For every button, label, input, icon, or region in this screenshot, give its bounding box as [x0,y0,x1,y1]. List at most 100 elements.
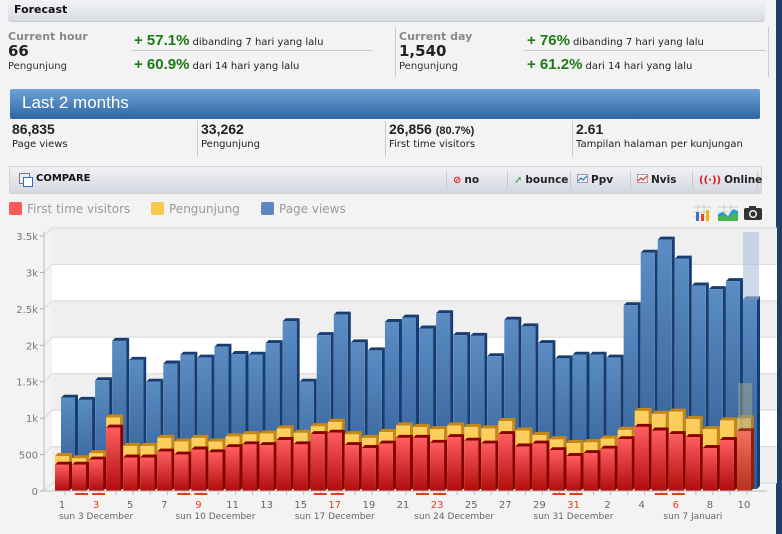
bar-first-time-top [89,456,107,460]
area-chart-icon[interactable] [718,204,738,221]
bar-first-time-side [699,434,703,491]
weekend-marker [433,493,447,495]
bar-page-views-top [384,318,402,322]
compare-button[interactable]: COMPARE [36,173,91,184]
bar-pengunjung-top [310,423,328,427]
bar-first-time-face [702,448,717,491]
toolbar-button-bounce[interactable]: ➚ bounce [507,171,570,189]
bar-first-time-face [447,437,462,491]
bar-pengunjung-side [205,434,209,491]
x-week-label: sun 3 December [59,512,134,522]
bar-pengunjung-top [157,434,175,438]
bar-page-views-top [743,296,760,300]
camera-icon[interactable] [743,204,762,221]
bar-page-views-face [112,340,127,489]
current-hour-label: Current hour [8,30,88,43]
bar-pengunjung-face [702,429,717,491]
bar-pengunjung-face [668,411,683,491]
x-tick-label: 25 [465,500,478,511]
grid-line-diagonal [43,300,53,310]
bar-pengunjung-side [682,408,686,491]
bar-pengunjung-top [737,415,754,419]
bar-first-time-side [478,437,482,491]
bar-pengunjung-side [410,422,413,491]
toolbar-button-ppv[interactable]: Ppv [570,171,627,189]
weekend-marker [416,493,430,495]
bar-pengunjung-face [651,413,666,491]
bar-page-views-top [691,282,709,286]
bar-pengunjung-side [733,417,737,491]
bar-first-time-side [563,447,567,491]
bar-first-time-side [529,443,533,491]
bar-page-views [504,316,522,489]
bar-pengunjung [685,415,703,491]
x-tick-label: 5 [127,500,133,511]
bar-pengunjung-top [600,435,618,439]
bar-pengunjung [361,434,379,491]
bar-page-views-top [316,332,334,336]
compare-icon [19,173,33,187]
bar-page-views [487,353,505,489]
bar-first-time [123,454,141,491]
bar-first-time-face [464,440,479,491]
bar-pengunjung-top [685,415,703,419]
bar-pengunjung-side [103,450,107,491]
bar-page-views [78,396,96,489]
bar-pengunjung-top [549,436,567,440]
bar-pengunjung-side [256,431,260,491]
x-tick-label: 6 [673,500,679,511]
bar-chart-icon[interactable] [693,204,711,221]
bar-page-views-top [589,351,607,355]
bar-page-views-top [572,351,590,355]
y-tick-label: 2k [26,341,38,352]
bar-first-time-face [617,439,632,491]
toolbar-button-no[interactable]: ⊘ no [446,171,501,189]
bar-pengunjung-face [378,431,393,491]
bar-pengunjung [498,418,516,491]
bar-first-time-top [498,431,516,435]
bar-pengunjung [719,417,737,491]
bar-pengunjung-side [375,434,379,491]
legend-first-time-visitors[interactable]: First time visitors [9,202,130,216]
bar-page-views-top [623,302,641,306]
bar-first-time-top [361,445,379,449]
bar-first-time [174,451,192,491]
divider [572,121,573,157]
bar-page-views-top [402,314,419,318]
bar-page-views-top [470,332,488,336]
bar-first-time-top [549,447,567,451]
bar-first-time [327,429,345,491]
bar-pengunjung-face [225,436,240,491]
bar-pengunjung-side [699,415,703,491]
chart-bars [55,232,760,491]
bar-page-views [470,332,488,489]
bar-pengunjung [259,430,277,491]
bar-first-time-face [259,445,274,491]
x-tick-label: 2 [604,500,610,511]
bar-page-views-side [654,249,658,489]
bar-pengunjung-top [89,450,107,454]
x-tick-label: 19 [363,500,376,511]
bar-first-time-face [685,437,700,491]
bar-pengunjung [140,442,158,491]
bar-first-time-top [481,440,499,444]
bar-page-views [640,249,658,489]
bar-first-time-face [225,447,240,491]
bar-first-time-top [378,440,396,444]
toolbar-button-online[interactable]: ((·)) Online [692,171,762,189]
bar-first-time-top [157,448,175,452]
change-pct: + 61.2% [527,56,583,73]
bar-pengunjung [413,423,431,491]
bar-pengunjung-face [532,434,547,491]
legend-page-views[interactable]: Page views [261,202,346,216]
bar-first-time-side [580,453,584,491]
grid-line-diagonal [43,227,53,237]
legend-pengunjung[interactable]: Pengunjung [151,202,240,216]
toolbar-button-nvis[interactable]: Nvis [630,171,687,189]
bar-pengunjung-side [427,423,431,491]
x-tick-label: 1 [59,500,65,511]
bar-page-views-side [535,323,539,489]
bar-first-time-side [324,431,328,491]
bar-first-time-side [444,439,448,491]
bar-pengunjung [566,439,584,491]
